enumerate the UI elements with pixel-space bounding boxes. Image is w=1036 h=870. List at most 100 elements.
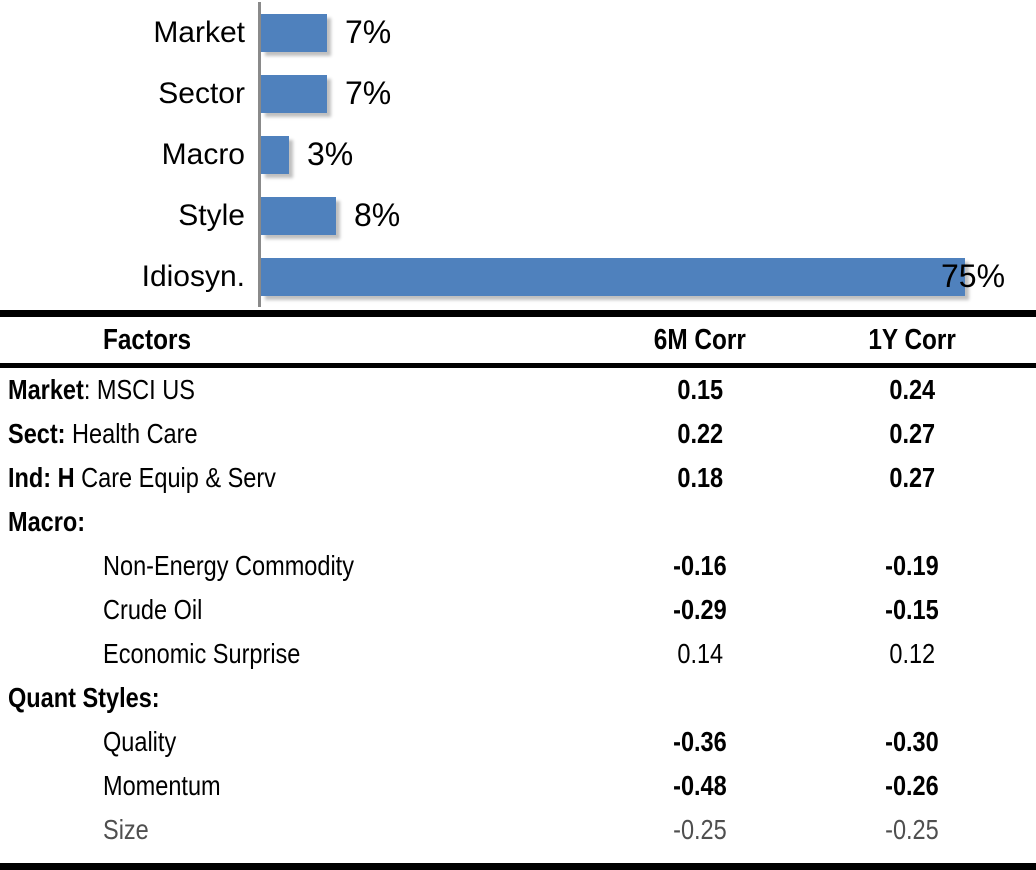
factor-label-cell: Market: MSCI US — [8, 374, 578, 406]
bar — [261, 196, 336, 235]
factor-label-bold: Ind: H — [8, 462, 75, 493]
bar-category-label: Market — [153, 15, 245, 49]
header-factors: Factors — [8, 324, 578, 357]
factor-label-rest: Economic Surprise — [103, 638, 301, 669]
corr-1y-value: -0.26 — [885, 770, 939, 801]
factor-label-cell: Size — [8, 814, 578, 846]
bar-category-label: Style — [178, 198, 245, 232]
factor-label-cell: Non-Energy Commodity — [8, 550, 578, 582]
table-row: Economic Surprise 0.14 0.12 — [0, 632, 1036, 676]
corr-1y-value: 0.27 — [889, 462, 935, 493]
table-header-row: Factors 6M Corr 1Y Corr — [0, 317, 1036, 368]
factor-label-rest: Crude Oil — [103, 594, 203, 625]
header-6m-corr: 6M Corr — [610, 324, 790, 357]
bar-track: 7% — [258, 63, 1036, 124]
corr-6m-value: 0.14 — [677, 638, 723, 669]
corr-1y-cell — [822, 506, 1002, 538]
factor-label-bold: Macro: — [8, 506, 86, 537]
corr-6m-cell: 0.14 — [610, 638, 790, 670]
corr-6m-value: -0.25 — [673, 814, 727, 845]
bar-value-label: 7% — [345, 14, 392, 50]
corr-1y-value: 0.12 — [889, 638, 935, 669]
corr-6m-cell: 0.18 — [610, 462, 790, 494]
corr-1y-cell: 0.27 — [822, 462, 1002, 494]
corr-1y-cell: 0.24 — [822, 374, 1002, 406]
bar — [261, 257, 965, 296]
factor-label-bold: Market — [8, 374, 84, 405]
factor-label-cell: Sect: Health Care — [8, 418, 578, 450]
table-row: Market: MSCI US 0.15 0.24 — [0, 368, 1036, 412]
bar — [261, 74, 327, 113]
table-row: Macro: — [0, 500, 1036, 544]
factor-label-rest: Size — [103, 814, 149, 845]
bar-category-label: Idiosyn. — [141, 259, 245, 293]
bar-row: Style 8% — [0, 185, 1036, 246]
factor-label-rest: Momentum — [103, 770, 221, 801]
table-row: Crude Oil -0.29 -0.15 — [0, 588, 1036, 632]
bar-track: 75% — [258, 246, 1036, 307]
header-1y-corr-label: 1Y Corr — [868, 323, 956, 356]
table-row: Sect: Health Care 0.22 0.27 — [0, 412, 1036, 456]
corr-6m-value: -0.36 — [673, 726, 727, 757]
corr-6m-cell: 0.15 — [610, 374, 790, 406]
corr-1y-value: 0.24 — [889, 374, 935, 405]
factor-label-bold: Sect: — [8, 418, 66, 449]
corr-6m-cell: -0.29 — [610, 594, 790, 626]
bar-value-label: 3% — [307, 136, 354, 172]
corr-6m-value: -0.29 — [673, 594, 727, 625]
factor-label-bold: Quant Styles: — [8, 682, 160, 713]
factor-label-cell: Quality — [8, 726, 578, 758]
factor-label-cell: Macro: — [8, 506, 578, 538]
factor-label-rest: Non-Energy Commodity — [103, 550, 354, 581]
corr-1y-value: -0.30 — [885, 726, 939, 757]
corr-1y-cell: -0.30 — [822, 726, 1002, 758]
corr-6m-cell: -0.48 — [610, 770, 790, 802]
corr-6m-cell — [610, 682, 790, 714]
corr-1y-value: -0.19 — [885, 550, 939, 581]
bar — [261, 135, 289, 174]
table-row: Non-Energy Commodity -0.16 -0.19 — [0, 544, 1036, 588]
factor-correlation-table: Factors 6M Corr 1Y Corr Market: MSCI US … — [0, 310, 1036, 870]
corr-6m-cell: -0.16 — [610, 550, 790, 582]
table-row: Ind: H Care Equip & Serv 0.18 0.27 — [0, 456, 1036, 500]
corr-1y-cell: -0.19 — [822, 550, 1002, 582]
factor-label-cell: Economic Surprise — [8, 638, 578, 670]
corr-1y-value: -0.15 — [885, 594, 939, 625]
corr-1y-cell: -0.25 — [822, 814, 1002, 846]
header-1y-corr: 1Y Corr — [822, 324, 1002, 357]
corr-1y-cell — [822, 682, 1002, 714]
header-factors-label: Factors — [103, 323, 192, 356]
bar-value-label: 8% — [354, 197, 401, 233]
table-row: Quality -0.36 -0.30 — [0, 720, 1036, 764]
bar-track: 8% — [258, 185, 1036, 246]
header-6m-corr-label: 6M Corr — [653, 323, 747, 356]
bar-track: 7% — [258, 2, 1036, 63]
corr-1y-cell: 0.12 — [822, 638, 1002, 670]
corr-6m-value: -0.48 — [673, 770, 727, 801]
bar-row: Market 7% — [0, 2, 1036, 63]
table-row: Size -0.25 -0.25 — [0, 808, 1036, 852]
bar-row: Idiosyn. 75% — [0, 246, 1036, 307]
table-body: Market: MSCI US 0.15 0.24 Sect: Health C… — [0, 368, 1036, 852]
bar-rows: Market 7% Sector 7% Macro 3% Style 8% Id… — [0, 2, 1036, 307]
bar — [261, 13, 327, 52]
factor-label-cell: Momentum — [8, 770, 578, 802]
bar-value-label: 7% — [345, 75, 392, 111]
bar-row: Sector 7% — [0, 63, 1036, 124]
corr-6m-value: -0.16 — [673, 550, 727, 581]
corr-6m-value: 0.22 — [677, 418, 723, 449]
factor-label-cell: Crude Oil — [8, 594, 578, 626]
bar-track: 3% — [258, 124, 1036, 185]
factor-label-rest: Care Equip & Serv — [74, 462, 276, 493]
corr-6m-cell: -0.25 — [610, 814, 790, 846]
factor-label-cell: Quant Styles: — [8, 682, 578, 714]
table-row: Quant Styles: — [0, 676, 1036, 720]
corr-6m-cell: -0.36 — [610, 726, 790, 758]
factor-label-cell: Ind: H Care Equip & Serv — [8, 462, 578, 494]
corr-1y-cell: -0.15 — [822, 594, 1002, 626]
corr-1y-cell: -0.26 — [822, 770, 1002, 802]
corr-6m-cell: 0.22 — [610, 418, 790, 450]
factor-label-rest: Health Care — [65, 418, 198, 449]
corr-6m-cell — [610, 506, 790, 538]
